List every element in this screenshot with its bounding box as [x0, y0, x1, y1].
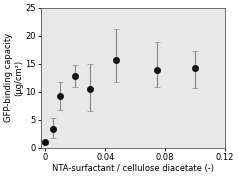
Y-axis label: GFP-binding capacity
(μg/cm²): GFP-binding capacity (μg/cm²) — [4, 33, 24, 122]
X-axis label: NTA-surfactant / cellulose diacetate (-): NTA-surfactant / cellulose diacetate (-) — [52, 164, 214, 173]
